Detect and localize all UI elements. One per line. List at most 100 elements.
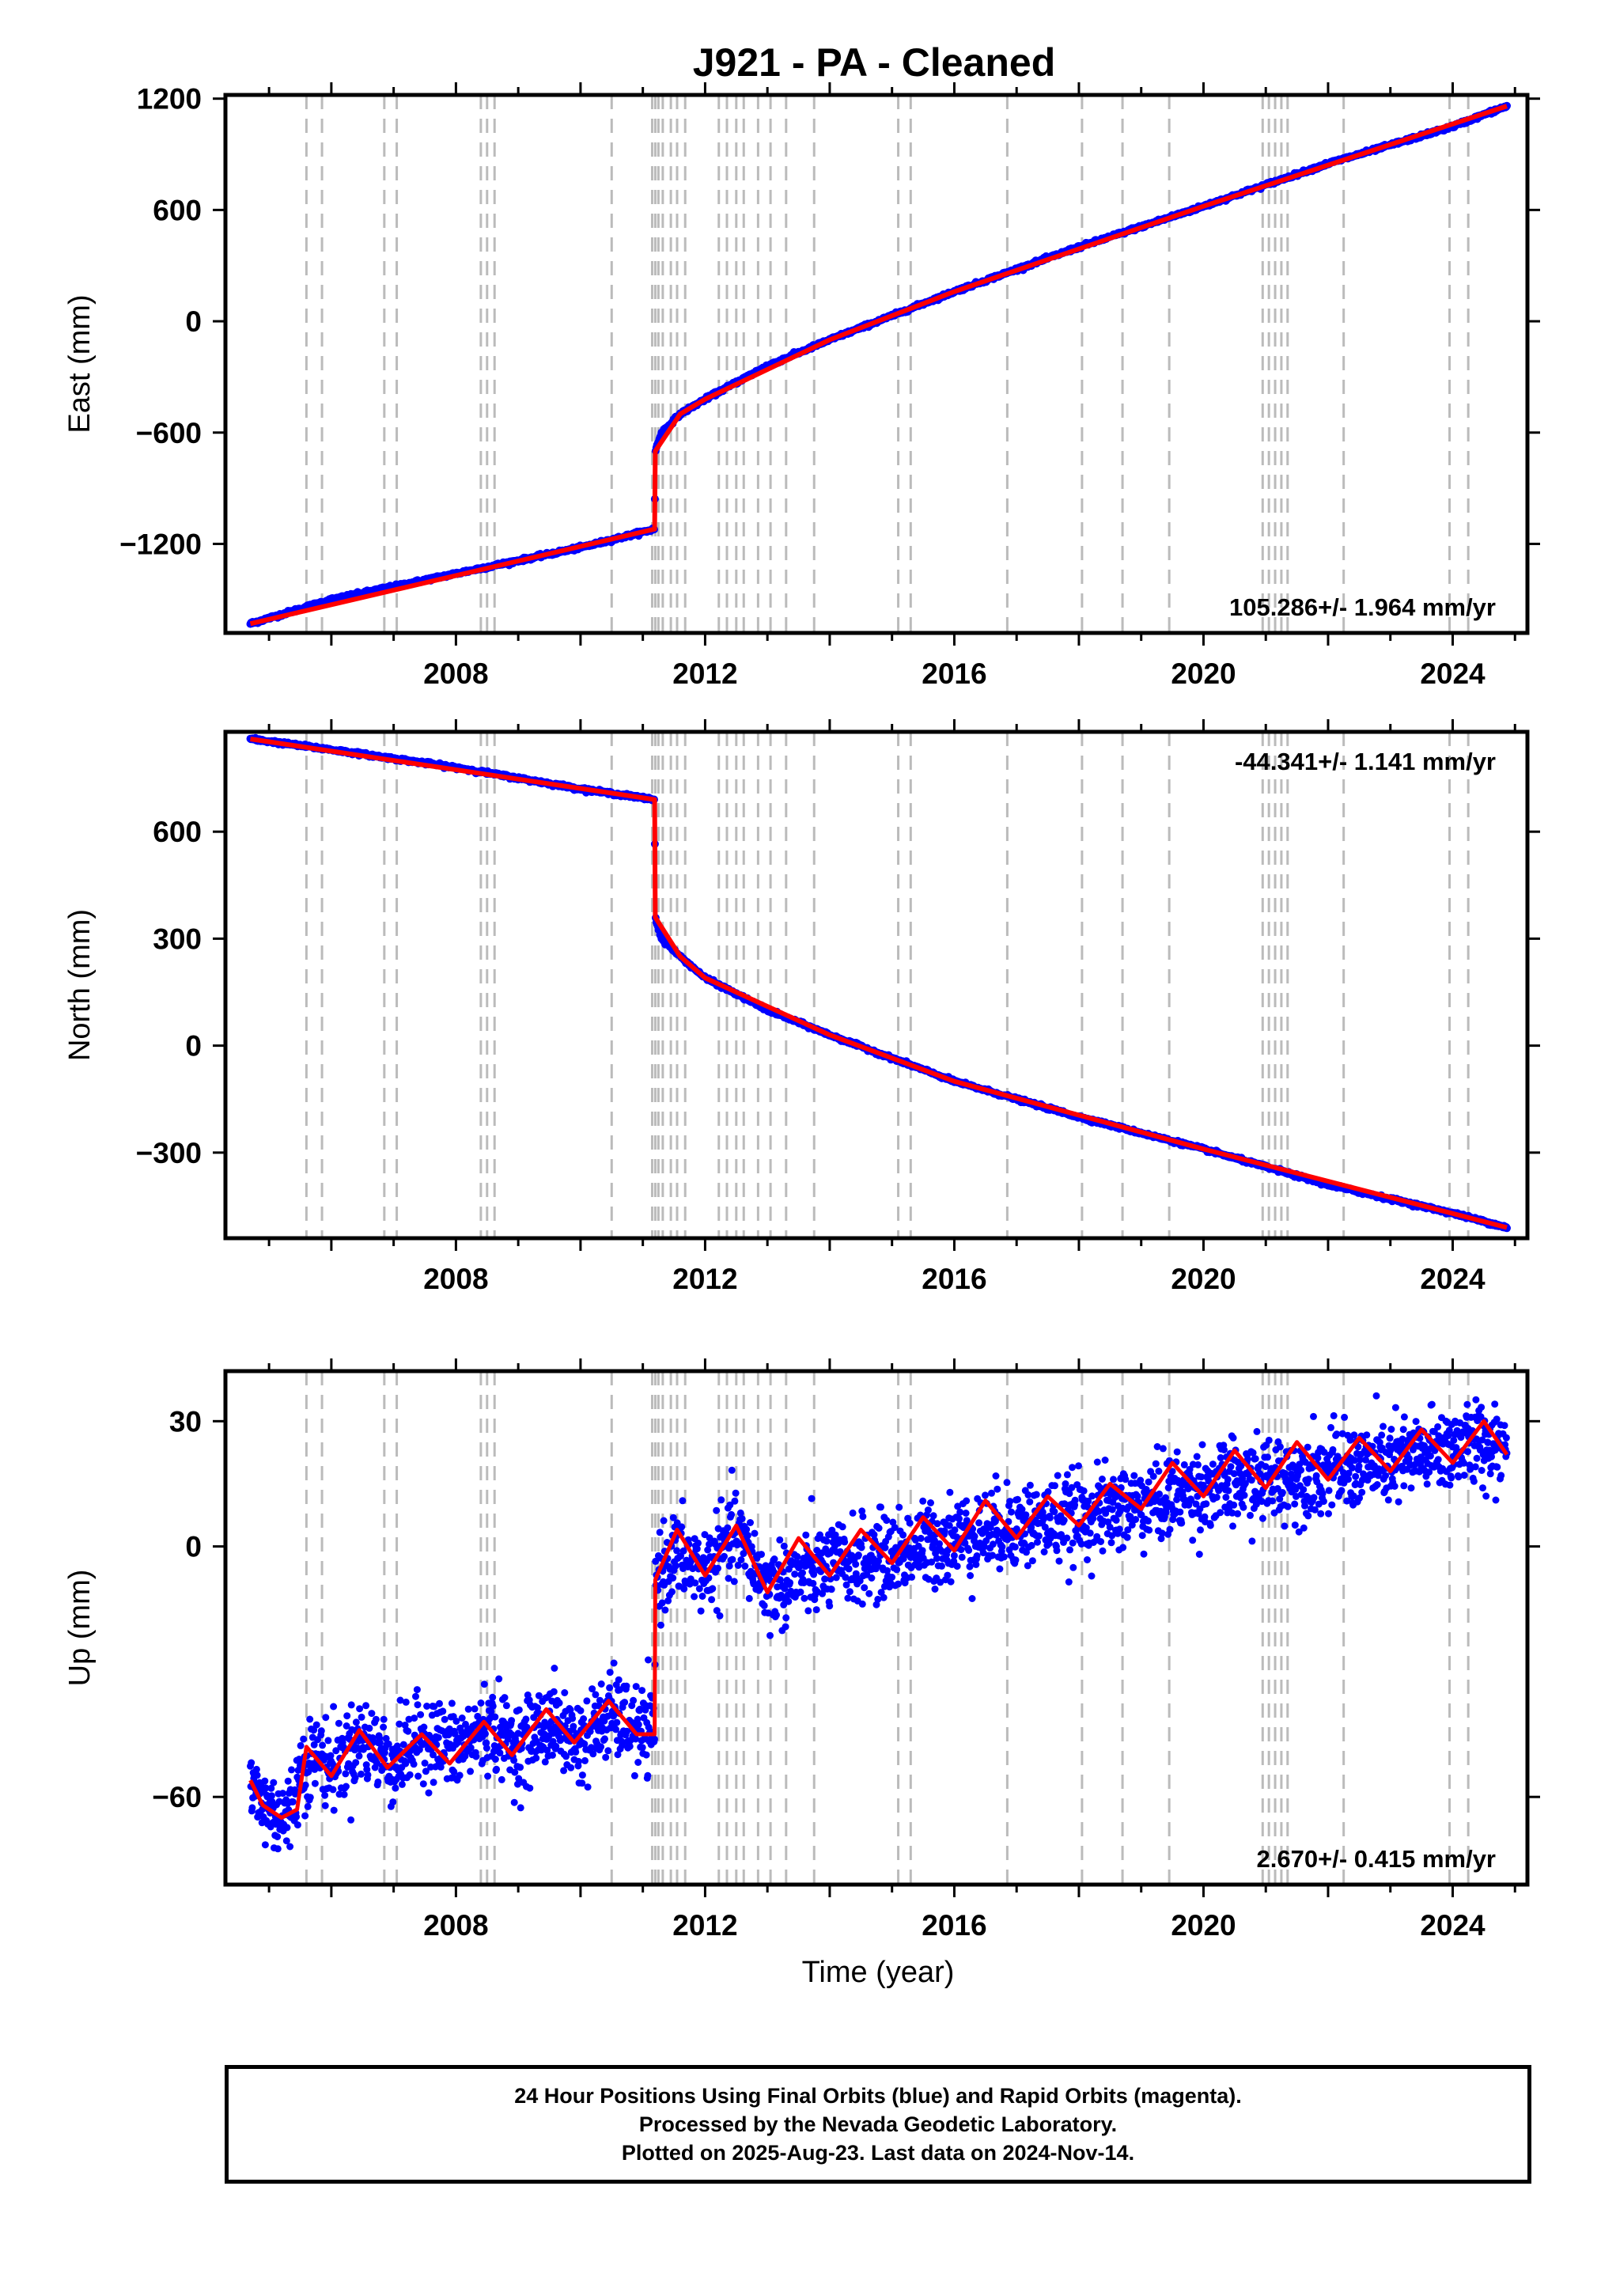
data-point	[406, 1771, 414, 1779]
data-point	[430, 1751, 437, 1759]
data-point	[808, 1495, 816, 1502]
data-point	[842, 1581, 850, 1589]
data-point	[744, 1532, 751, 1540]
data-point	[693, 1545, 701, 1553]
data-point	[439, 1707, 447, 1715]
data-point	[770, 1555, 778, 1563]
data-point	[773, 1611, 780, 1619]
data-point	[745, 1594, 753, 1602]
data-point	[634, 1759, 642, 1766]
data-point	[508, 1717, 516, 1725]
data-point	[673, 1547, 681, 1555]
x-tick-label: 2016	[922, 1263, 986, 1295]
data-point	[512, 1737, 520, 1745]
data-point	[854, 1552, 862, 1559]
data-point	[474, 1712, 482, 1720]
y-tick-label: 300	[153, 923, 202, 955]
data-point	[661, 1606, 669, 1614]
data-point	[621, 1699, 629, 1707]
data-point	[678, 1523, 686, 1531]
data-point	[638, 1744, 646, 1752]
data-point	[363, 1766, 371, 1774]
data-point	[471, 1705, 479, 1713]
data-point	[630, 1771, 638, 1779]
data-point	[577, 1707, 585, 1714]
data-point	[877, 1589, 885, 1597]
data-point	[253, 1771, 261, 1779]
data-point	[423, 1703, 431, 1710]
data-point	[669, 1514, 677, 1521]
data-point	[606, 1669, 614, 1677]
data-point	[482, 1730, 489, 1737]
data-point	[362, 1702, 370, 1710]
data-point	[691, 1593, 698, 1601]
data-point	[517, 1804, 524, 1812]
data-point	[560, 1767, 568, 1775]
data-point	[261, 1841, 269, 1849]
data-point	[451, 1730, 459, 1737]
data-point	[373, 1760, 381, 1767]
equipment-change-lines	[305, 1371, 1470, 1885]
data-point	[615, 1676, 623, 1684]
model-series-line	[249, 104, 1508, 627]
data-point	[758, 1551, 765, 1559]
data-point	[487, 1708, 495, 1715]
data-point	[604, 1747, 612, 1755]
data-point	[310, 1741, 318, 1749]
x-tick-label: 2008	[423, 1263, 488, 1295]
data-point	[793, 1552, 801, 1560]
data-point	[895, 1580, 902, 1588]
data-point	[322, 1714, 330, 1722]
data-point	[498, 1775, 505, 1783]
data-point	[286, 1843, 294, 1851]
data-point	[619, 1741, 626, 1749]
data-point	[572, 1748, 580, 1756]
data-point	[430, 1703, 438, 1711]
data-point	[550, 1688, 558, 1695]
data-point	[610, 1712, 617, 1720]
data-point	[592, 1691, 600, 1699]
data-point	[532, 1754, 540, 1762]
data-point	[610, 1659, 618, 1667]
data-point	[658, 1599, 666, 1607]
x-tick-label: 2016	[922, 657, 986, 690]
data-point	[380, 1715, 388, 1723]
data-point	[522, 1715, 530, 1723]
data-point	[657, 1621, 664, 1629]
data-point	[483, 1739, 490, 1747]
data-point	[856, 1577, 864, 1585]
data-point	[436, 1699, 443, 1707]
data-point	[511, 1768, 519, 1776]
data-point	[785, 1597, 793, 1605]
data-point	[731, 1497, 739, 1505]
data-point	[845, 1565, 853, 1573]
data-point	[891, 1524, 899, 1532]
data-point	[895, 1503, 903, 1511]
data-point	[561, 1689, 569, 1696]
data-point	[875, 1525, 883, 1532]
data-point	[368, 1710, 376, 1718]
data-point	[549, 1751, 556, 1759]
data-point	[535, 1692, 543, 1699]
data-point	[691, 1579, 699, 1587]
data-point	[827, 1586, 835, 1593]
data-point	[791, 1570, 799, 1578]
data-point	[875, 1557, 882, 1565]
data-point	[602, 1753, 610, 1761]
data-point	[766, 1631, 774, 1639]
data-point	[642, 1751, 650, 1759]
data-point	[612, 1726, 620, 1733]
data-point	[425, 1789, 433, 1797]
data-point	[728, 1510, 736, 1518]
data-point	[859, 1513, 867, 1521]
data-point	[327, 1752, 335, 1760]
data-point	[491, 1756, 499, 1763]
data-point	[656, 1529, 664, 1536]
data-point	[274, 1845, 282, 1853]
data-point	[534, 1704, 542, 1711]
data-point	[288, 1766, 295, 1774]
data-point	[747, 1519, 754, 1526]
data-point	[523, 1723, 531, 1731]
